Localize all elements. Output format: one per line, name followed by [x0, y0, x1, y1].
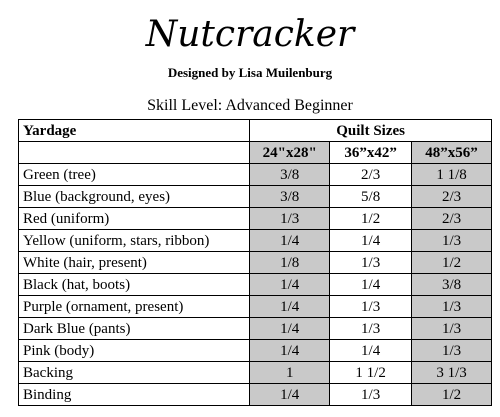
- yardage-cell: 1/3: [411, 295, 492, 318]
- sizes-row: 24"x28" 36”x42” 48”x56”: [17, 141, 492, 164]
- fabric-row: Red (uniform) 1/3 1/2 2/3: [17, 207, 492, 230]
- fabric-label: Backing: [17, 361, 251, 384]
- sizes-header: Quilt Sizes: [249, 119, 492, 142]
- yardage-cell: 1 1/2: [329, 361, 413, 384]
- yardage-cell: 1/3: [329, 295, 413, 318]
- fabric-label: White (hair, present): [17, 251, 251, 274]
- designer: Designed by Lisa Muilenburg: [167, 65, 333, 80]
- yardage-cell: 5/8: [329, 185, 413, 208]
- fabric-row: Blue (background, eyes) 3/8 5/8 2/3: [17, 185, 492, 208]
- yardage-cell: 1/8: [249, 251, 331, 274]
- yardage-cell: 2/3: [329, 163, 413, 186]
- fabric-label: Black (hat, boots): [17, 273, 251, 296]
- header-row: Yardage Quilt Sizes: [17, 119, 492, 142]
- yardage-cell: 2/3: [411, 207, 492, 230]
- size-header: 36”x42”: [329, 141, 413, 164]
- yardage-cell: 1/4: [249, 295, 331, 318]
- yardage-cell: 1/3: [329, 383, 413, 406]
- yardage-cell: 1/3: [249, 207, 331, 230]
- yardage-table: Yardage Quilt Sizes 24"x28" 36”x42” 48”x56…: [17, 119, 492, 406]
- yardage-cell: 1/3: [411, 317, 492, 340]
- fabric-label: Binding: [17, 383, 251, 406]
- size-header: 48”x56”: [411, 141, 492, 164]
- fabric-label: Pink (body): [17, 339, 251, 362]
- fabric-label: Red (uniform): [17, 207, 251, 230]
- yardage-cell: 1/3: [411, 339, 492, 362]
- fabric-row: Green (tree) 3/8 2/3 1 1/8: [17, 163, 492, 186]
- yardage-cell: 1/4: [249, 273, 331, 296]
- fabric-label: Blue (background, eyes): [17, 185, 251, 208]
- yardage-cell: 1/4: [329, 339, 413, 362]
- yardage-cell: 3 1/3: [411, 361, 492, 384]
- yardage-cell: 1: [249, 361, 331, 384]
- yardage-cell: 1/4: [249, 229, 331, 252]
- fabric-label: Yellow (uniform, stars, ribbon): [17, 229, 251, 252]
- table-body: Yardage Quilt Sizes 24"x28" 36”x42” 48”x56…: [17, 119, 492, 406]
- empty-cell: [17, 141, 251, 164]
- yardage-cell: 1/4: [249, 317, 331, 340]
- fabric-row: Dark Blue (pants) 1/4 1/3 1/3: [17, 317, 492, 340]
- fabric-label: Green (tree): [17, 163, 251, 186]
- fabric-row: Backing 1 1 1/2 3 1/3: [17, 361, 492, 384]
- yardage-cell: 1/2: [411, 251, 492, 274]
- yardage-cell: 1/3: [329, 251, 413, 274]
- fabric-row: Binding 1/4 1/3 1/2: [17, 383, 492, 406]
- fabric-row: Pink (body) 1/4 1/4 1/3: [17, 339, 492, 362]
- fabric-row: Purple (ornament, present) 1/4 1/3 1/3: [17, 295, 492, 318]
- skill-level: Skill Level: Advanced Beginner: [147, 97, 353, 114]
- yardage-cell: 1 1/8: [411, 163, 492, 186]
- size-header: 24"x28": [249, 141, 331, 164]
- fabric-label: Dark Blue (pants): [17, 317, 251, 340]
- yardage-cell: 3/8: [411, 273, 492, 296]
- fabric-row: White (hair, present) 1/8 1/3 1/2: [17, 251, 492, 274]
- fabric-label: Purple (ornament, present): [17, 295, 251, 318]
- yardage-cell: 1/2: [411, 383, 492, 406]
- title: Nutcracker: [145, 14, 355, 55]
- yardage-cell: 1/4: [329, 273, 413, 296]
- fabric-row: Black (hat, boots) 1/4 1/4 3/8: [17, 273, 492, 296]
- yardage-cell: 1/4: [249, 339, 331, 362]
- yardage-header: Yardage: [17, 119, 251, 142]
- yardage-cell: 2/3: [411, 185, 492, 208]
- fabric-row: Yellow (uniform, stars, ribbon) 1/4 1/4 1/3: [17, 229, 492, 252]
- yardage-cell: 1/4: [329, 229, 413, 252]
- yardage-cell: 3/8: [249, 185, 331, 208]
- yardage-cell: 1/3: [329, 317, 413, 340]
- yardage-cell: 1/3: [411, 229, 492, 252]
- yardage-cell: 1/2: [329, 207, 413, 230]
- yardage-cell: 3/8: [249, 163, 331, 186]
- yardage-cell: 1/4: [249, 383, 331, 406]
